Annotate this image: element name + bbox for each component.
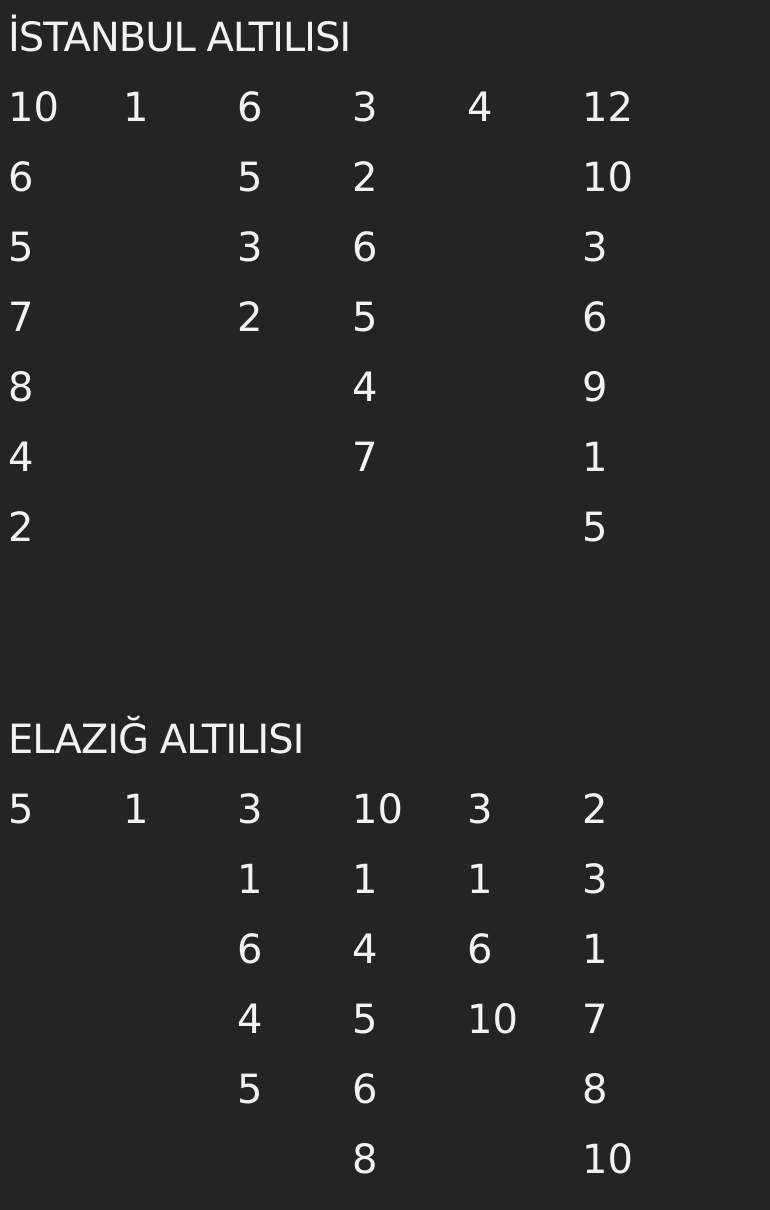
horse-number: 1 [123,787,149,833]
horse-number: 1 [123,85,149,131]
horse-number: 7 [582,997,608,1043]
horse-number: 9 [582,365,608,411]
horse-number: 1 [582,927,608,973]
horse-number: 7 [352,435,378,481]
race-column: 4 [467,73,492,143]
horse-number: 1 [582,435,608,481]
horse-number: 6 [237,85,263,131]
horse-number: 2 [237,295,263,341]
horse-number: 3 [352,85,378,131]
section-title: ELAZIĞ ALTILISI [8,717,304,763]
race-column: 3 1 6 4 5 [237,775,262,1125]
horse-number: 5 [8,225,34,271]
horse-number: 4 [237,997,263,1043]
horse-number: 6 [467,927,493,973]
horse-number: 10 [582,155,633,201]
horse-number: 6 [352,1067,378,1113]
horse-number: 2 [582,787,608,833]
race-column: 5 [8,775,33,845]
horse-number: 6 [352,225,378,271]
horse-number: 6 [237,927,263,973]
horse-number: 4 [8,435,34,481]
horse-number: 10 [352,787,403,833]
horse-number: 10 [467,997,518,1043]
horse-number: 2 [352,155,378,201]
race-column: 3 1 6 10 [467,775,518,1055]
race-column: 1 [123,775,148,845]
race-column: 1 [123,73,148,143]
horse-number: 5 [582,505,608,551]
horse-number: 3 [582,225,608,271]
horse-number: 4 [352,365,378,411]
horse-number: 7 [8,295,34,341]
horse-number: 5 [237,155,263,201]
horse-number: 3 [582,857,608,903]
horse-number: 2 [8,505,34,551]
race-column: 3 2 6 5 4 7 [352,73,377,493]
section-elazig: ELAZIĞ ALTILISI 5 1 3 1 6 4 5 10 1 4 5 6 8 3 1 6 10 2 3 1 7 8… [8,705,768,1183]
horse-number: 3 [467,787,493,833]
horse-number: 10 [8,85,59,131]
section-title: İSTANBUL ALTILISI [8,15,351,61]
horse-number: 5 [8,787,34,833]
race-column: 10 6 5 7 8 4 2 [8,73,59,563]
horse-number: 1 [237,857,263,903]
horse-number: 8 [8,365,34,411]
race-column: 12 10 3 6 9 1 5 [582,73,633,563]
horse-number: 5 [352,997,378,1043]
race-column: 2 3 1 7 8 10 [582,775,633,1195]
horse-number: 10 [582,1137,633,1183]
horse-number: 5 [237,1067,263,1113]
horse-number: 6 [8,155,34,201]
horse-number: 3 [237,225,263,271]
horse-number: 5 [352,295,378,341]
horse-number: 12 [582,85,633,131]
horse-number: 8 [352,1137,378,1183]
horse-number: 1 [467,857,493,903]
horse-number: 4 [352,927,378,973]
horse-number: 6 [582,295,608,341]
horse-number: 8 [582,1067,608,1113]
horse-number: 1 [352,857,378,903]
race-column: 10 1 4 5 6 8 [352,775,403,1195]
race-column: 6 5 3 2 [237,73,262,353]
horse-number: 3 [237,787,263,833]
section-istanbul: İSTANBUL ALTILISI 10 6 5 7 8 4 2 1 6 5 3 2 3 2 6 5 4 7 4 12… [8,3,768,551]
horse-number: 4 [467,85,493,131]
